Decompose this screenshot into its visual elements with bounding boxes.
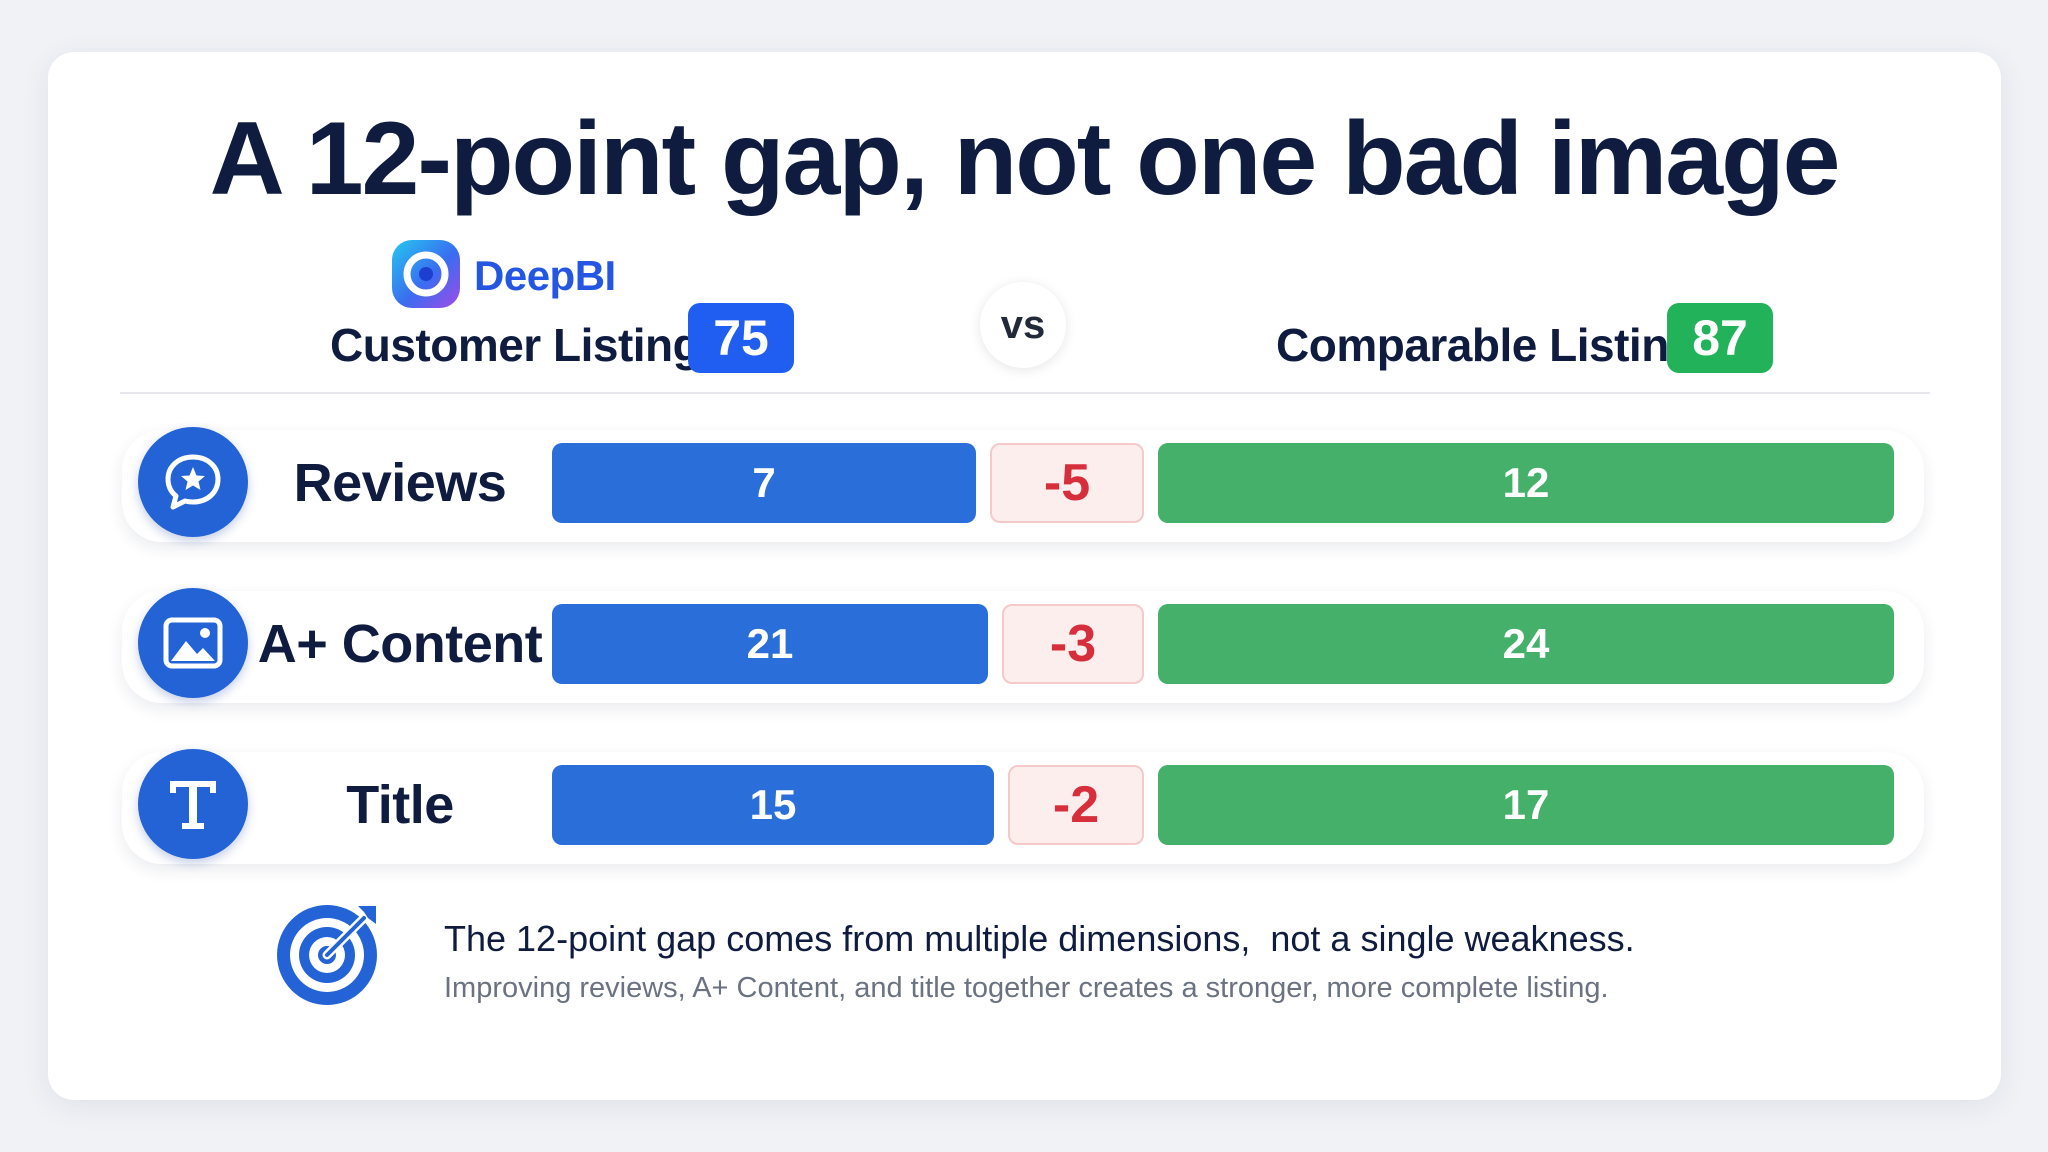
row-label-title: Title (346, 775, 454, 835)
header-divider (120, 392, 1930, 394)
bar-diff-aplus-content: -3 (1002, 604, 1144, 684)
bar-customer-title: 15 (552, 765, 994, 845)
bar-diff-title: -2 (1008, 765, 1144, 845)
main-card (48, 52, 2001, 1100)
bar-customer-aplus-content: 21 (552, 604, 988, 684)
customer-score-badge: 75 (688, 303, 794, 373)
bar-comparable-reviews: 12 (1158, 443, 1894, 523)
bar-comparable-title: 17 (1158, 765, 1894, 845)
page-title: A 12-point gap, not one bad image (209, 101, 1841, 217)
row-label-reviews: Reviews (293, 453, 507, 513)
chat-star-icon (138, 427, 248, 537)
comparable-score-badge: 87 (1667, 303, 1773, 373)
bar-comparable-aplus-content: 24 (1158, 604, 1894, 684)
customer-listing-label: Customer Listing (330, 319, 701, 371)
vs-badge: vs (980, 282, 1066, 368)
image-icon (138, 588, 248, 698)
brand-name: DeepBI (474, 252, 616, 299)
title-t-icon (138, 749, 248, 859)
row-label-aplus-content: A+ Content (257, 614, 543, 674)
bar-customer-reviews: 7 (552, 443, 976, 523)
note-sub-text: Improving reviews, A+ Content, and title… (444, 972, 1609, 1004)
target-icon (277, 905, 377, 1005)
deepbi-logo-icon (392, 240, 460, 308)
bar-diff-reviews: -5 (990, 443, 1144, 523)
note-main-text: The 12-point gap comes from multiple dim… (444, 918, 1635, 959)
comparable-listing-label: Comparable Listing (1276, 319, 1697, 371)
